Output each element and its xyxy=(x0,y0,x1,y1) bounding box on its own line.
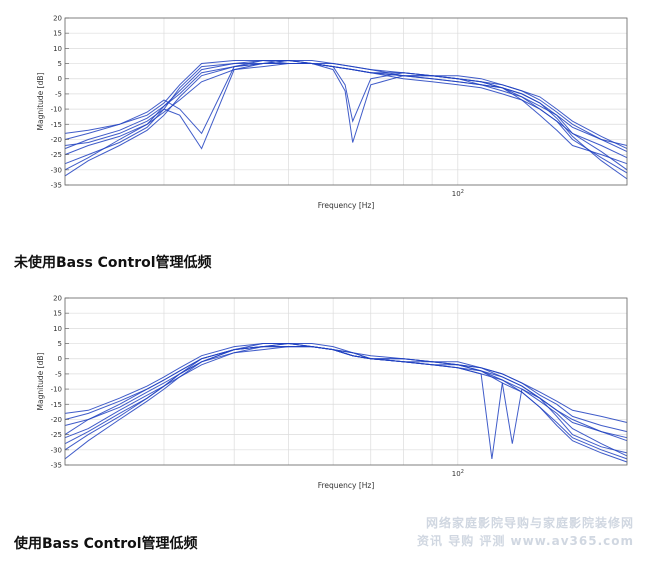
y-tick-label: 20 xyxy=(53,15,62,23)
chart-panel-bottom: 20 15 10 5 0 -5 -10 -15 -20 -25 -30 -35 102 Frequency… xyxy=(0,288,650,508)
y-tick-label: -25 xyxy=(51,151,62,159)
y-tick-label: 15 xyxy=(53,310,62,318)
y-tick-label: -15 xyxy=(51,401,62,409)
y-tick-label: 0 xyxy=(58,355,62,363)
series-line-5 xyxy=(64,59,628,180)
series-line-7 xyxy=(64,63,628,174)
y-tick-label: 5 xyxy=(58,340,62,348)
plot-frame xyxy=(64,297,628,466)
x-axis-label: Frequency [Hz] xyxy=(318,481,375,490)
y-axis-label: Magnitude [dB] xyxy=(36,72,45,130)
y-tick-label: 10 xyxy=(53,325,62,333)
y-tick-label: 10 xyxy=(53,45,62,53)
y-tick-label: -35 xyxy=(51,182,62,190)
y-tick-label: -5 xyxy=(55,90,62,98)
y-tick-label: -20 xyxy=(51,136,62,144)
y-tick-label: 0 xyxy=(58,75,62,83)
plot-area xyxy=(65,298,627,465)
y-tick-label: -30 xyxy=(51,166,62,174)
caption-with-bass-control: 使用Bass Control管理低频 xyxy=(14,536,198,552)
x-tick-label: 102 xyxy=(452,189,464,198)
y-tick-label: 5 xyxy=(58,60,62,68)
watermark-line-2: 资讯 导购 评测 www.av365.com xyxy=(417,534,634,548)
y-tick-label: 20 xyxy=(53,295,62,303)
y-tick-label: -10 xyxy=(51,386,62,394)
y-tick-label: -5 xyxy=(55,370,62,378)
y-tick-label: -15 xyxy=(51,121,62,129)
x-axis-label: Frequency [Hz] xyxy=(318,201,375,210)
y-tick-label: -20 xyxy=(51,416,62,424)
x-tick-label: 102 xyxy=(452,469,464,478)
y-axis-label: Magnitude [dB] xyxy=(36,352,45,410)
y-tick-label: -35 xyxy=(51,462,62,470)
frequency-response-chart-with-bass-control: 20 15 10 5 0 -5 -10 -15 -20 -25 -30 -35 102 Frequency… xyxy=(36,295,628,490)
frequency-response-chart-without-bass-control: 20 15 10 5 0 -5 -10 -15 -20 -25 -30 -35 102 Frequency… xyxy=(36,15,628,210)
series-line-1 xyxy=(64,60,628,165)
plot-frame xyxy=(64,17,628,186)
y-tick-label: -25 xyxy=(51,431,62,439)
caption-without-bass-control: 未使用Bass Control管理低频 xyxy=(14,255,212,271)
y-tick-label: -10 xyxy=(51,106,62,114)
y-tick-label: 15 xyxy=(53,30,62,38)
watermark-line-1: 网络家庭影院导购与家庭影院装修网 xyxy=(425,516,634,530)
plot-area xyxy=(65,18,627,185)
y-tick-label: -30 xyxy=(51,446,62,454)
series-line-7 xyxy=(64,346,628,460)
chart-panel-top: 20 15 10 5 0 -5 -10 -15 -20 -25 -30 -35 102 Frequency… xyxy=(0,8,650,228)
